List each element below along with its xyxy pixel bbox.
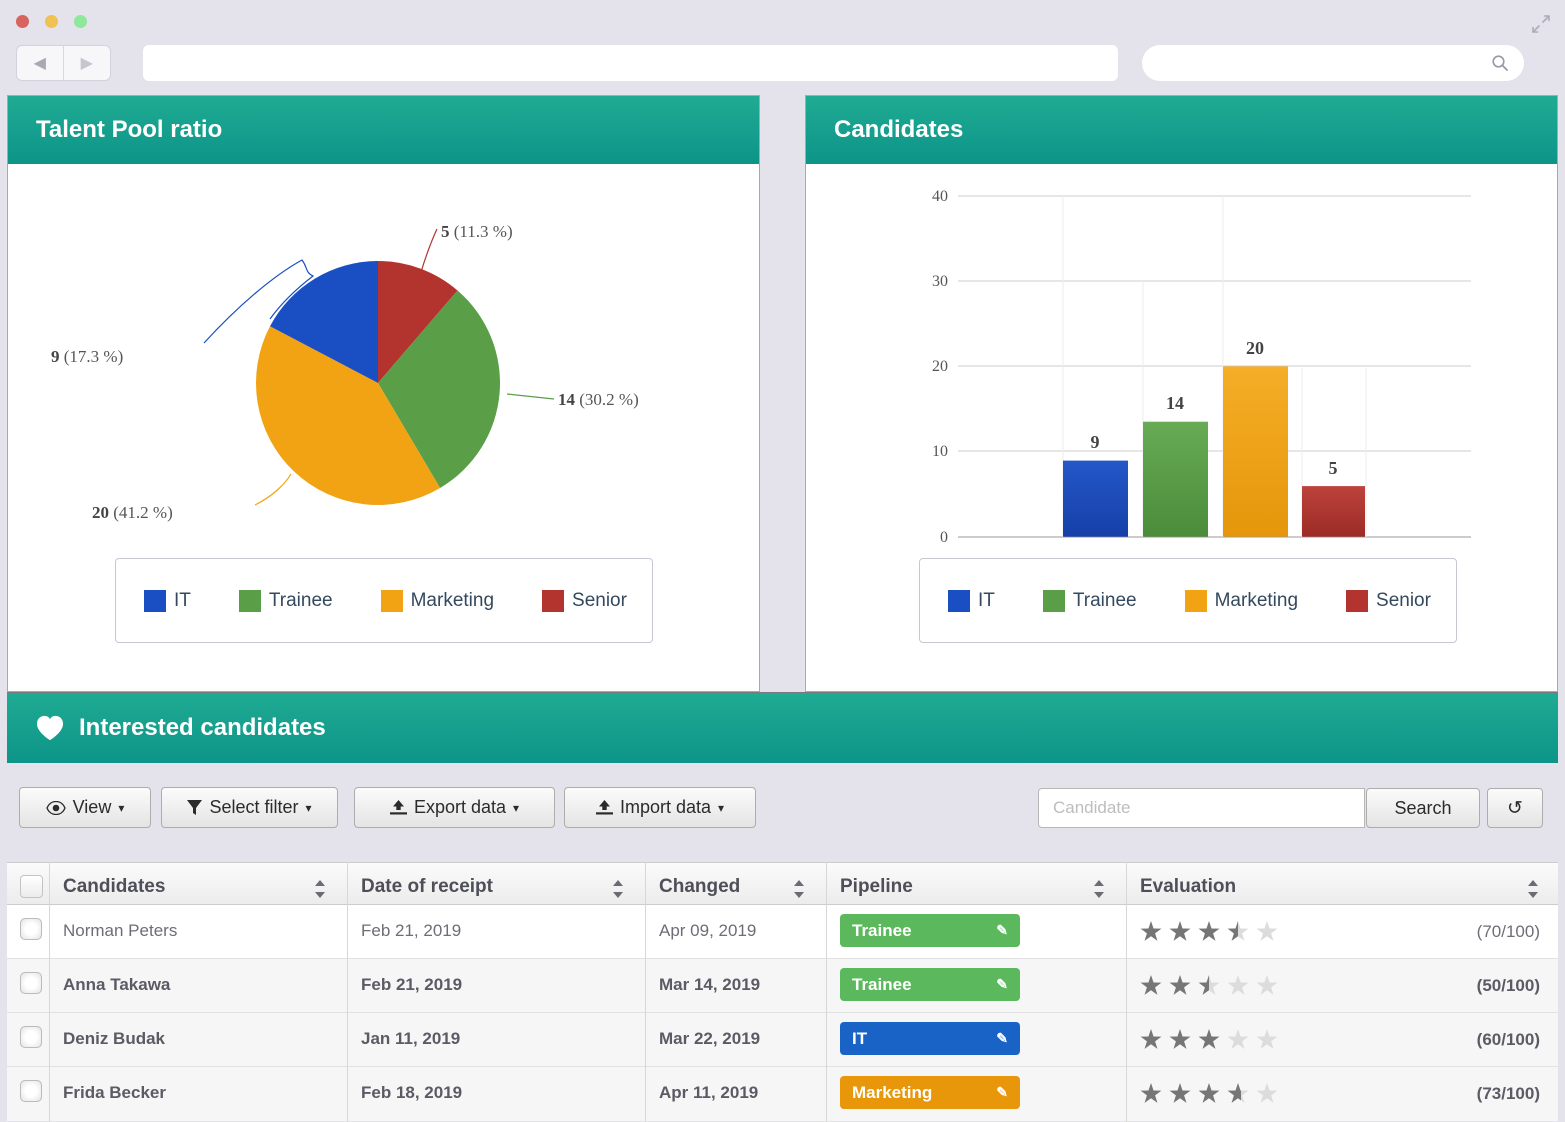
svg-text:5 (11.3 %): 5 (11.3 %) (441, 222, 513, 241)
svg-text:30: 30 (932, 273, 948, 290)
svg-text:20: 20 (1246, 338, 1264, 358)
svg-text:20: 20 (932, 358, 948, 375)
svg-text:14: 14 (1166, 393, 1184, 413)
svg-text:14 (30.2 %): 14 (30.2 %) (558, 390, 639, 409)
svg-text:10: 10 (932, 443, 948, 460)
svg-text:9: 9 (1091, 432, 1100, 452)
svg-text:20 (41.2 %): 20 (41.2 %) (92, 503, 173, 522)
svg-text:9 (17.3 %): 9 (17.3 %) (51, 347, 123, 366)
svg-text:0: 0 (940, 529, 948, 546)
svg-text:5: 5 (1329, 458, 1338, 478)
svg-text:40: 40 (932, 188, 948, 205)
